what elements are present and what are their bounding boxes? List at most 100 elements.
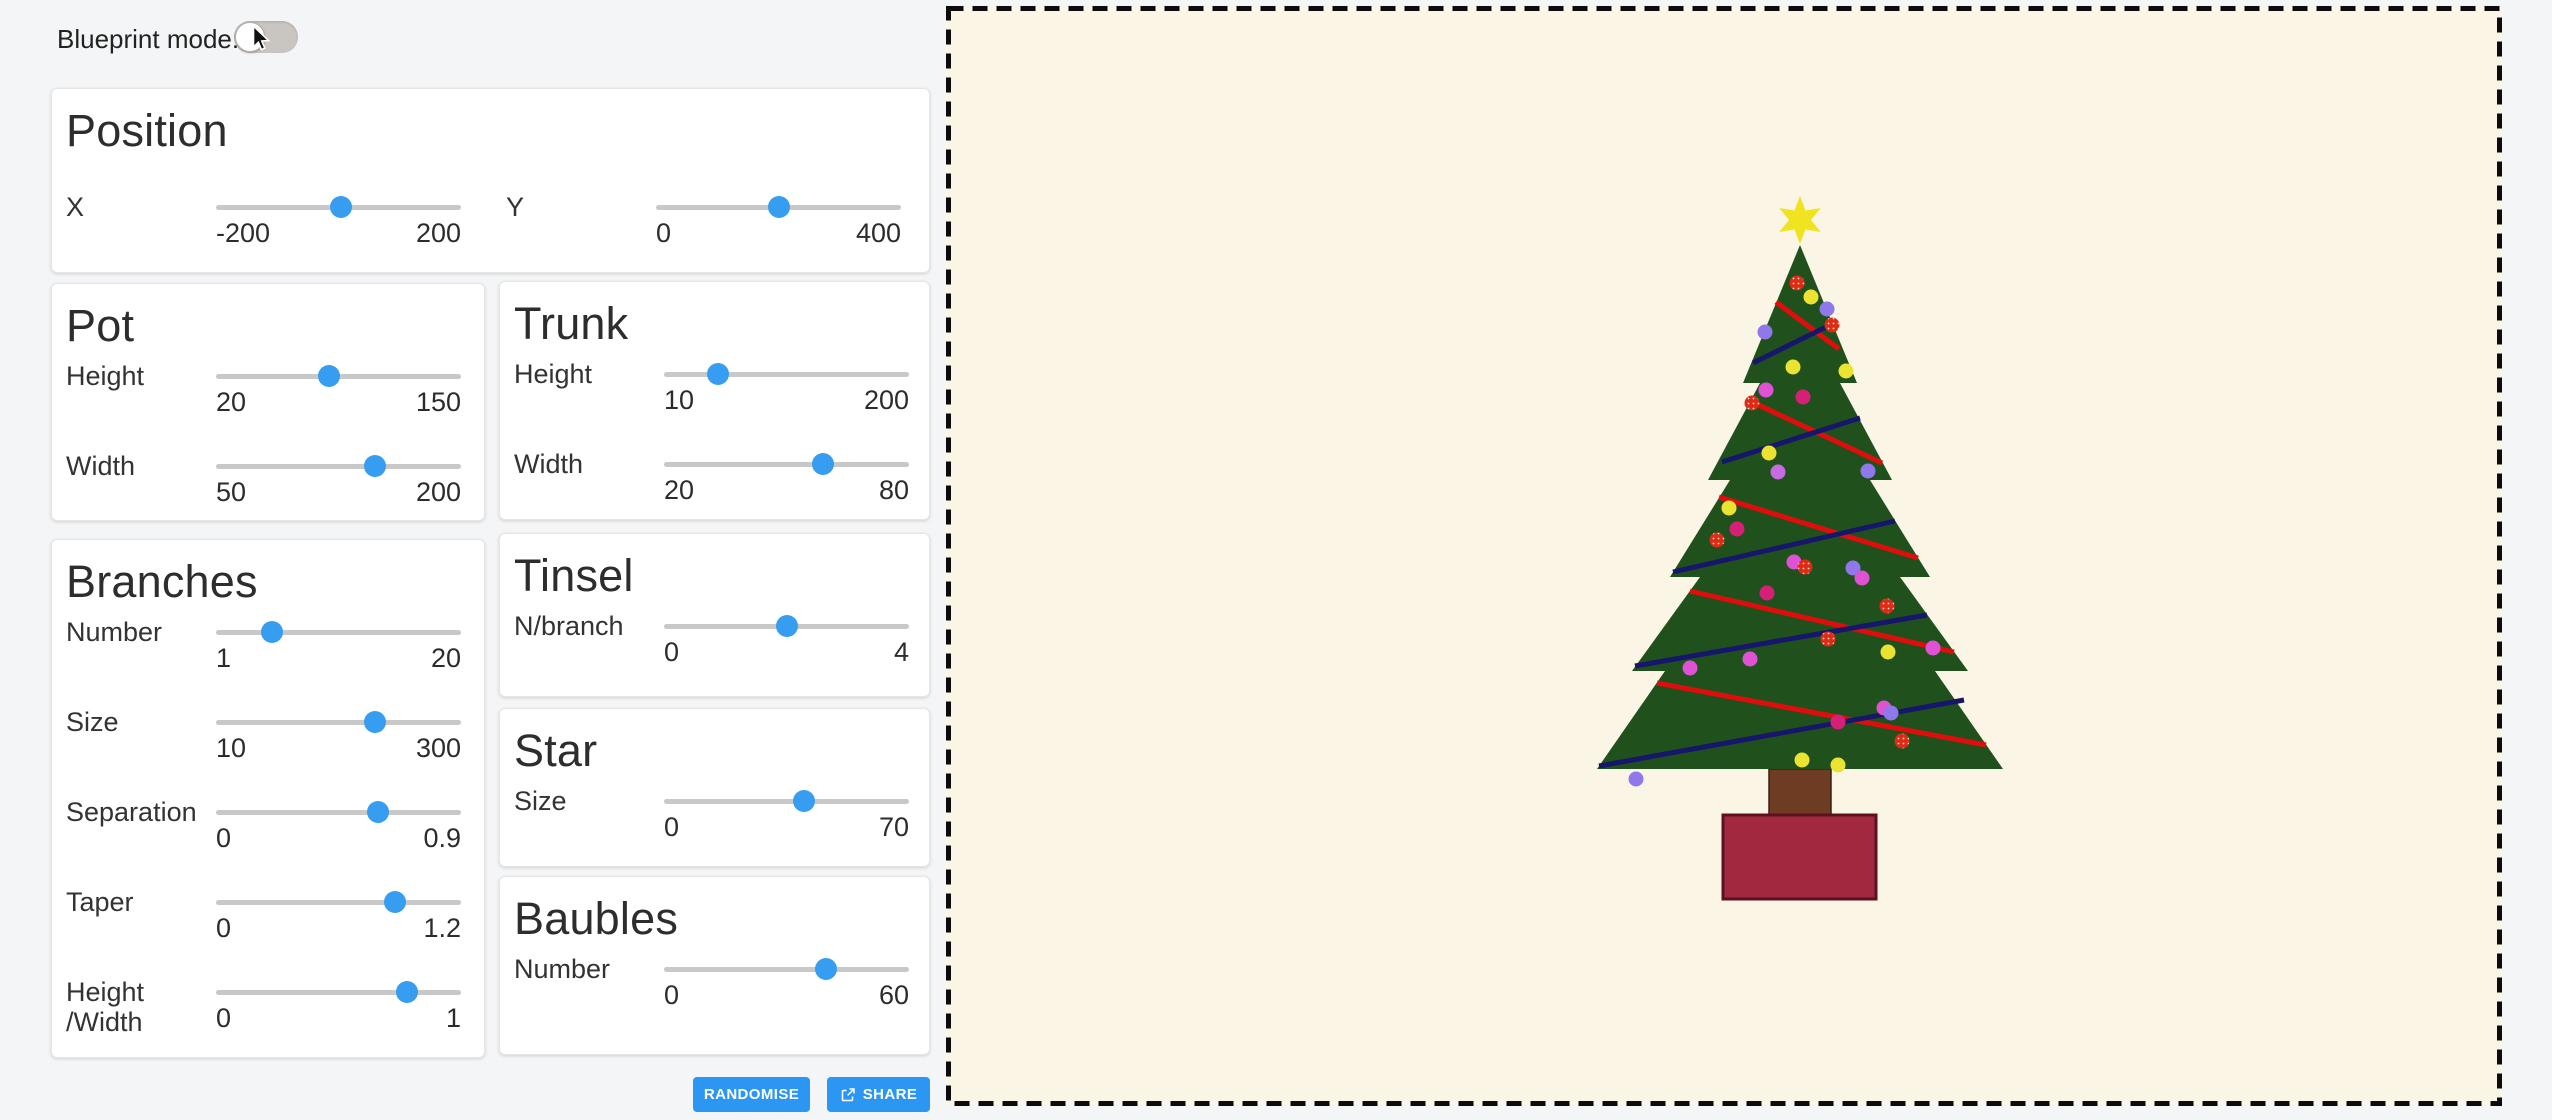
bauble-red_dot	[1797, 559, 1813, 575]
tree-trunk	[1768, 768, 1832, 820]
slider-min-label: 10	[216, 733, 247, 763]
slider-max-label: 0.9	[423, 823, 461, 853]
slider-label: Taper	[66, 887, 134, 917]
pot-card: Pot Height 20 150 Width 50 200	[51, 283, 485, 521]
slider-max-label: 80	[878, 475, 909, 505]
slider-thumb[interactable]	[396, 981, 419, 1003]
tinsel-line-red	[1689, 588, 1955, 655]
bauble-red_dot	[1820, 631, 1836, 647]
slider-thumb[interactable]	[775, 615, 798, 637]
slider-max-label: 300	[415, 733, 461, 763]
tinsel-line-red	[1718, 494, 1919, 561]
slider-thumb[interactable]	[329, 196, 352, 218]
slider-label: Width	[66, 451, 136, 481]
slider-max-label: 60	[878, 980, 909, 1010]
bauble-red_dot	[1709, 532, 1725, 548]
bauble-purple	[1819, 301, 1835, 317]
slider-thumb[interactable]	[364, 455, 387, 477]
blueprint-mode-label: Blueprint mode:	[57, 23, 240, 54]
drawing-canvas[interactable]	[946, 6, 2502, 1106]
slider-min-label: 10	[664, 385, 695, 415]
slider-control: 50 200	[216, 455, 461, 508]
slider-thumb[interactable]	[814, 958, 837, 980]
bauble-red_dot	[1824, 317, 1840, 333]
slider-control: 20 80	[664, 453, 909, 506]
slider-control: 0 1.2	[216, 891, 461, 944]
slider-thumb[interactable]	[792, 790, 815, 812]
slider-thumb[interactable]	[261, 621, 284, 643]
slider-control: 0 400	[656, 196, 901, 249]
tinsel-line-blue	[1721, 415, 1861, 465]
blueprint-mode-toggle[interactable]	[234, 21, 298, 53]
slider-max-label: 1	[445, 1003, 461, 1033]
position-y-slider-row: Y 0 400	[492, 189, 932, 279]
slider-max-label: 150	[415, 387, 461, 417]
randomise-button[interactable]: RANDOMISE	[693, 1077, 810, 1112]
tinsel-line-blue	[1634, 612, 1928, 669]
slider-minmax: 0 70	[664, 812, 909, 843]
slider-min-label: 0	[656, 218, 672, 248]
bauble-red_dot	[1894, 733, 1910, 749]
slider-control: 10 200	[664, 363, 909, 416]
slider-min-label: 20	[664, 475, 695, 505]
slider-max-label: 400	[855, 218, 901, 248]
baubles-card: Baubles Number 0 60	[499, 876, 930, 1055]
slider-thumb[interactable]	[366, 801, 389, 823]
trunk-card: Trunk Height 10 200 Width 20 80	[499, 281, 930, 520]
slider-track[interactable]	[216, 455, 461, 477]
slider-min-label: 0	[664, 637, 680, 667]
slider-thumb[interactable]	[383, 891, 406, 913]
slider-minmax: 10 300	[216, 733, 461, 764]
slider-minmax: 20 150	[216, 387, 461, 418]
slider-control: 1 20	[216, 621, 461, 674]
slider-track[interactable]	[216, 196, 461, 218]
position-x-slider-row: X -200 200	[52, 189, 492, 279]
slider-track[interactable]	[656, 196, 901, 218]
bauble-yellow	[1785, 359, 1801, 375]
bauble-magenta	[1742, 651, 1758, 667]
bauble-violet	[1770, 464, 1786, 480]
slider-track[interactable]	[216, 801, 461, 823]
slider-thumb[interactable]	[364, 711, 387, 733]
position-sliders-row: X -200 200 Y 0 400	[52, 189, 929, 279]
slider-min-label: 0	[216, 913, 232, 943]
slider-track[interactable]	[664, 363, 909, 385]
slider-track[interactable]	[664, 958, 909, 980]
toggle-knob[interactable]	[235, 22, 265, 52]
slider-track[interactable]	[216, 711, 461, 733]
bauble-crimson	[1830, 714, 1846, 730]
slider-thumb[interactable]	[767, 196, 790, 218]
slider-track[interactable]	[216, 891, 461, 913]
slider-track[interactable]	[216, 365, 461, 387]
slider-max-label: 200	[863, 385, 909, 415]
branches-separation-slider-row: Separation 0 0.9	[52, 794, 484, 884]
branches-taper-slider-row: Taper 0 1.2	[52, 884, 484, 974]
tinsel-line-blue	[1751, 322, 1832, 366]
slider-track[interactable]	[664, 615, 909, 637]
slider-track[interactable]	[664, 453, 909, 475]
slider-label: N/branch	[514, 611, 624, 641]
slider-min-label: 0	[664, 980, 680, 1010]
slider-thumb[interactable]	[706, 363, 729, 385]
slider-thumb[interactable]	[812, 453, 835, 475]
tinsel-card: Tinsel N/branch 0 4	[499, 533, 930, 697]
tinsel-n-branch-slider-row: N/branch 0 4	[500, 608, 929, 698]
slider-max-label: 70	[878, 812, 909, 842]
share-button-label: SHARE	[862, 1086, 918, 1103]
star-card-title: Star	[514, 725, 598, 776]
position-card: Position X -200 200 Y 0 400	[51, 88, 930, 273]
slider-thumb[interactable]	[317, 365, 340, 387]
slider-max-label: 20	[430, 643, 461, 673]
slider-track[interactable]	[664, 790, 909, 812]
bauble-yellow	[1794, 752, 1810, 768]
slider-track[interactable]	[216, 981, 461, 1003]
baubles-card-title: Baubles	[514, 893, 679, 944]
tree-foliage	[1597, 245, 2003, 769]
bauble-yellow	[1761, 445, 1777, 461]
tree-pot	[1721, 813, 1878, 901]
slider-track[interactable]	[216, 621, 461, 643]
bauble-purple	[1860, 463, 1876, 479]
share-button[interactable]: SHARE	[827, 1077, 930, 1112]
